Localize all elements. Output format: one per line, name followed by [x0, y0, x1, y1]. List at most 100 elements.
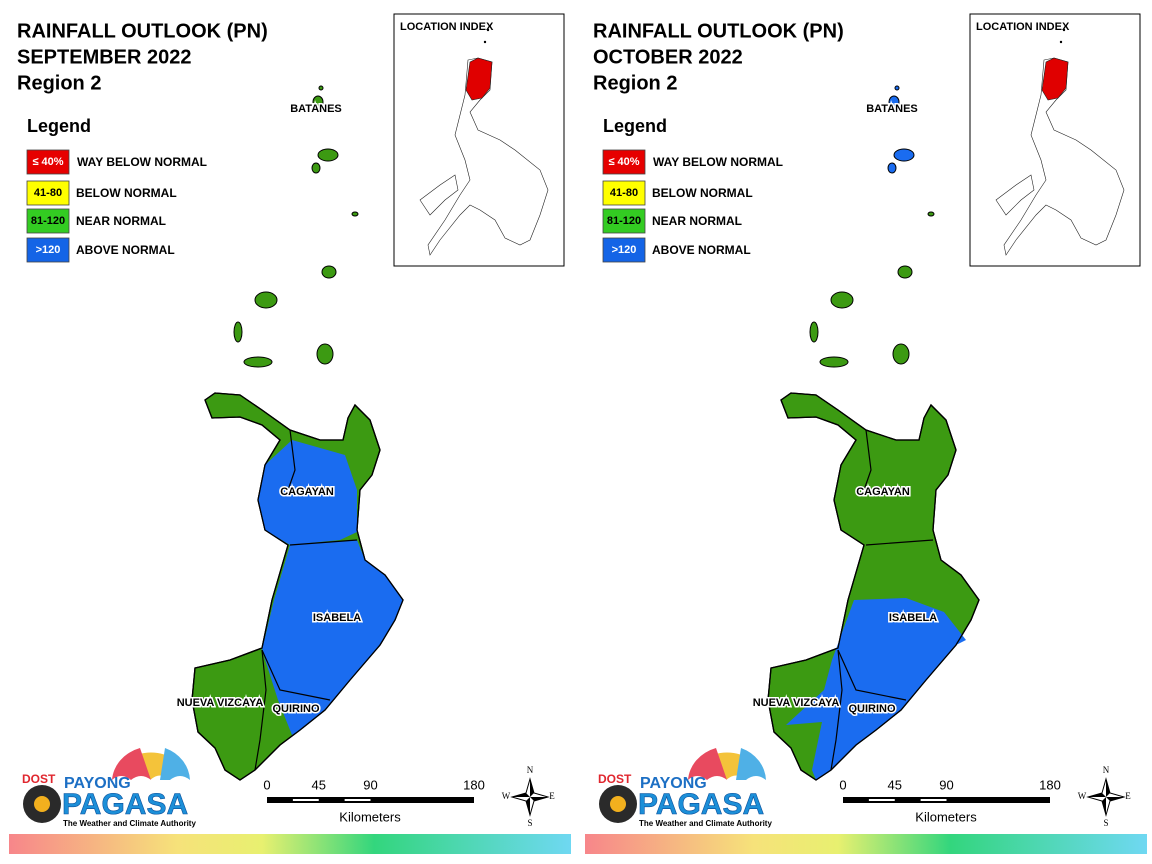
outlook-zone: [258, 440, 357, 545]
legend-description: ABOVE NORMAL: [652, 243, 751, 257]
province-boundary: [830, 649, 843, 771]
logo-tagline: The Weather and Climate Authority: [639, 819, 772, 828]
island: [312, 95, 324, 109]
scale-unit: Kilometers: [915, 809, 977, 824]
panel: RAINFALL OUTLOOK (PN) SEPTEMBER 2022 Regio…: [9, 13, 571, 854]
batanes-dot: [1062, 28, 1066, 32]
philippines-outline: [995, 57, 1125, 256]
compass-rose-inner: [512, 779, 548, 815]
province-label: CAGAYAN: [856, 486, 910, 498]
footer-band: [585, 834, 1147, 854]
logo-brand: PAGASA: [638, 788, 764, 821]
logo-umbrella-left: [112, 748, 151, 780]
compass-letter: W: [1078, 791, 1087, 801]
compass-letter: W: [502, 791, 511, 801]
title-line: Region 2: [17, 72, 101, 94]
legend-label: >120: [36, 244, 61, 256]
province-boundary: [261, 649, 331, 701]
title-line: Region 2: [593, 72, 677, 94]
logo-seal-inner: [610, 796, 626, 812]
province-boundary: [863, 429, 872, 491]
legend-description: NEAR NORMAL: [76, 214, 166, 228]
legend-title: Legend: [27, 116, 91, 136]
province-boundary: [865, 539, 934, 546]
island: [894, 85, 900, 91]
scale-bar-segment: [868, 799, 895, 801]
scale-tick-label: 0: [839, 777, 846, 792]
outlook-zone: [786, 598, 966, 780]
logo-agency: DOST: [22, 772, 56, 786]
title-line: RAINFALL OUTLOOK (PN): [593, 20, 844, 42]
legend-label: 41-80: [34, 187, 62, 199]
island: [830, 291, 854, 309]
island: [893, 148, 915, 162]
island: [233, 321, 243, 343]
scale-tick-label: 90: [363, 777, 377, 792]
island: [887, 162, 897, 174]
batanes-dot: [486, 28, 490, 32]
scale-tick-label: 45: [888, 777, 902, 792]
legend-swatch: [602, 180, 646, 206]
island: [243, 356, 273, 368]
legend-description: NEAR NORMAL: [652, 214, 742, 228]
province-boundary: [289, 539, 358, 546]
island: [888, 95, 900, 109]
title-line: SEPTEMBER 2022: [17, 46, 192, 68]
legend-description: BELOW NORMAL: [652, 186, 753, 200]
legend-swatch: [26, 237, 70, 263]
compass-letter: E: [1125, 791, 1131, 801]
province-boundary: [254, 649, 267, 771]
province-label: ISABELA: [889, 612, 937, 624]
province-label: CAGAYAN: [280, 486, 334, 498]
legend-label: 81-120: [607, 215, 641, 227]
location-index-title: LOCATION INDEX: [400, 21, 494, 33]
legend-label: >120: [612, 244, 637, 256]
legend-label: 41-80: [610, 187, 638, 199]
province-label: QUIRINO: [272, 703, 320, 715]
compass-letter: S: [527, 818, 532, 828]
island: [317, 148, 339, 162]
province-label: QUIRINO: [848, 703, 896, 715]
island: [316, 343, 334, 365]
panel: RAINFALL OUTLOOK (PN) OCTOBER 2022 Region …: [585, 13, 1147, 854]
location-index-title: LOCATION INDEX: [976, 21, 1070, 33]
province-boundary: [837, 649, 907, 701]
island: [927, 211, 935, 217]
legend-swatch: [26, 149, 70, 175]
legend-description: BELOW NORMAL: [76, 186, 177, 200]
legend-label: ≤ 40%: [608, 156, 639, 168]
province-label: BATANES: [290, 103, 342, 115]
title-line: RAINFALL OUTLOOK (PN): [17, 20, 268, 42]
legend-description: WAY BELOW NORMAL: [653, 155, 783, 169]
island: [311, 162, 321, 174]
compass-letter: E: [549, 791, 555, 801]
province-label: NUEVA VIZCAYA: [177, 697, 264, 709]
logo-umbrella-left: [688, 748, 727, 780]
region-outline: [767, 392, 980, 781]
title-line: OCTOBER 2022: [593, 46, 743, 68]
legend-label: ≤ 40%: [32, 156, 63, 168]
batanes-dot: [1059, 40, 1063, 44]
island: [897, 265, 913, 279]
logo-tagline: The Weather and Climate Authority: [63, 819, 196, 828]
logo-umbrella-right: [736, 748, 766, 780]
logo-umbrella-right: [160, 748, 190, 780]
batanes-dot: [483, 40, 487, 44]
legend-label: 81-120: [31, 215, 65, 227]
province-label: BATANES: [866, 103, 918, 115]
scale-bar-segment: [344, 799, 371, 801]
legend-swatch: [26, 180, 70, 206]
region-2-highlight: [465, 57, 493, 101]
scale-tick-label: 180: [463, 777, 485, 792]
scale-bar-segment: [292, 799, 319, 801]
logo-agency: DOST: [598, 772, 632, 786]
region-2-highlight: [1041, 57, 1069, 101]
legend-swatch: [602, 208, 646, 234]
scale-tick-label: 90: [939, 777, 953, 792]
legend-title: Legend: [603, 116, 667, 136]
island: [819, 356, 849, 368]
compass-rose-inner: [1088, 779, 1124, 815]
island: [809, 321, 819, 343]
